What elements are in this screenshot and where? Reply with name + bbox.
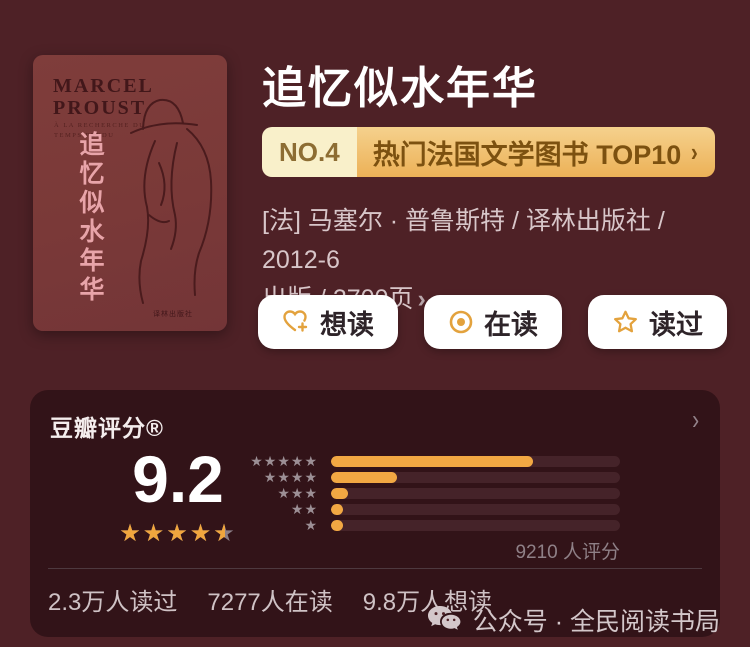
cover-vertical-title: 追忆似水年华 (76, 131, 103, 305)
action-label: 想读 (320, 309, 374, 340)
histogram-bar (331, 471, 398, 483)
cover-author-name: MARCEL PROUST (53, 75, 154, 119)
have-read-button[interactable]: 读过 (588, 295, 727, 349)
histogram-row: ★★★★★ (210, 453, 620, 469)
reading-button[interactable]: 在读 (424, 295, 562, 349)
rating-histogram: ★★★★★ ★★★★ ★★★ ★★ ★ (210, 453, 620, 533)
histogram-bar (331, 487, 349, 499)
watermark-text: 公众号 · 全民阅读书局 (472, 608, 720, 636)
want-to-read-button[interactable]: 想读 (258, 295, 398, 349)
histogram-bar-track (331, 487, 620, 499)
action-label: 读过 (649, 309, 703, 340)
rank-number: NO.4 (262, 127, 357, 177)
histogram-star-label: ★ (304, 517, 318, 533)
histogram-star-label: ★★★★★ (250, 453, 318, 469)
histogram-row: ★★★ (210, 485, 620, 501)
watermark: 公众号 · 全民阅读书局 (427, 602, 720, 638)
histogram-star-label: ★★★★ (263, 469, 318, 485)
histogram-bar-track (331, 503, 620, 515)
heart-plus-icon (282, 309, 310, 335)
stat-reading[interactable]: 7277人在读 (207, 589, 333, 616)
circle-dot-icon (448, 309, 474, 335)
meta-line1: [法] 马塞尔 · 普鲁斯特 / 译林出版社 / 2012-6 (262, 207, 665, 274)
cover-french-subtitle: À LA RECHERCHE DU TEMPS PERDU (54, 122, 146, 140)
action-buttons: 想读 在读 读过 (258, 295, 727, 349)
divider (48, 568, 702, 569)
chevron-right-icon: › (691, 136, 699, 167)
rank-list-label: 热门法国文学图书 TOP10 (372, 139, 682, 170)
histogram-bar-track (331, 519, 620, 531)
book-cover[interactable]: MARCEL PROUST À LA RECHERCHE DU TEMPS PE… (33, 55, 227, 331)
histogram-row: ★★★★ (210, 469, 620, 485)
wechat-icon (427, 606, 461, 630)
rating-card-title: 豆瓣评分® (50, 415, 164, 441)
histogram-bar (331, 503, 343, 515)
ratings-count: 9210 人评分 (515, 542, 620, 563)
stars-track: ★★★★★ (119, 520, 237, 547)
stat-have-read[interactable]: 2.3万人读过 (48, 589, 178, 616)
histogram-star-label: ★★ (290, 501, 318, 517)
histogram-bar-track (331, 471, 620, 483)
rank-badge[interactable]: NO.4 热门法国文学图书 TOP10 › (262, 127, 715, 177)
action-label: 在读 (484, 309, 538, 340)
page-title: 追忆似水年华 (262, 64, 538, 113)
star-outline-icon (612, 309, 639, 335)
stat-want-to-read[interactable]: 9.8万人想读 (362, 589, 493, 616)
histogram-star-label: ★★★ (277, 485, 318, 501)
histogram-bar-track (331, 455, 620, 467)
chevron-right-icon[interactable]: › (691, 404, 699, 435)
douban-rating-card: 豆瓣评分® › 9.2 ★★★★★ ★★★★★ ★★★★★★★★★★★★★★★ … (30, 390, 720, 637)
rank-list-link[interactable]: 热门法国文学图书 TOP10 › (356, 127, 715, 177)
reading-stats: 2.3万人读过 7277人在读 9.8万人想读 (48, 586, 492, 620)
histogram-row: ★★ (210, 501, 620, 517)
histogram-bar (331, 519, 343, 531)
histogram-bar (331, 455, 534, 467)
book-cover-art (130, 98, 213, 304)
histogram-row: ★ (210, 517, 620, 533)
cover-publisher-mark: 译林出版社 (153, 311, 193, 318)
chevron-right-icon: › (417, 285, 426, 313)
rating-score: 9.2 (132, 442, 224, 516)
